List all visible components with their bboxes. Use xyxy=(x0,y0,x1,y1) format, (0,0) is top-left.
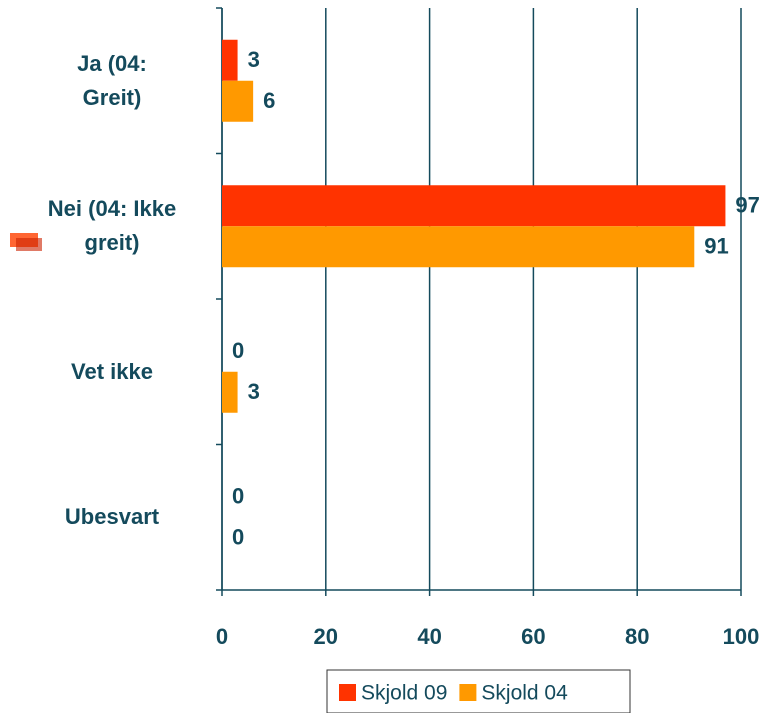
bar xyxy=(222,39,238,81)
bar xyxy=(222,371,238,413)
x-tick-label: 100 xyxy=(723,624,760,649)
value-label: 0 xyxy=(232,525,244,550)
icon-shadow xyxy=(16,238,42,251)
legend-label: Skjold 04 xyxy=(481,682,568,705)
bar xyxy=(222,80,254,122)
bar xyxy=(222,226,695,268)
value-label: 3 xyxy=(248,379,260,404)
value-label: 0 xyxy=(232,484,244,509)
y-tick-label: Nei (04: Ikke greit) xyxy=(47,196,177,256)
x-tick-label: 20 xyxy=(314,624,338,649)
value-label: 3 xyxy=(248,47,260,72)
legend-box xyxy=(326,669,631,713)
legend-swatch xyxy=(459,684,477,701)
y-tick-label: Vet ikke xyxy=(71,358,153,384)
value-label: 91 xyxy=(704,234,728,259)
x-tick-label: 0 xyxy=(216,624,228,649)
value-label: 97 xyxy=(735,193,759,218)
y-tick-label: Ja (04: Greit) xyxy=(77,50,147,110)
x-tick-label: 80 xyxy=(625,624,649,649)
legend-label: Skjold 09 xyxy=(361,682,447,705)
value-label: 0 xyxy=(232,338,244,363)
bar xyxy=(222,185,726,227)
value-label: 6 xyxy=(263,88,275,113)
x-tick-label: 60 xyxy=(521,624,545,649)
legend-swatch xyxy=(339,684,356,701)
x-tick-label: 40 xyxy=(417,624,441,649)
y-tick-label: Ubesvart xyxy=(64,504,160,530)
